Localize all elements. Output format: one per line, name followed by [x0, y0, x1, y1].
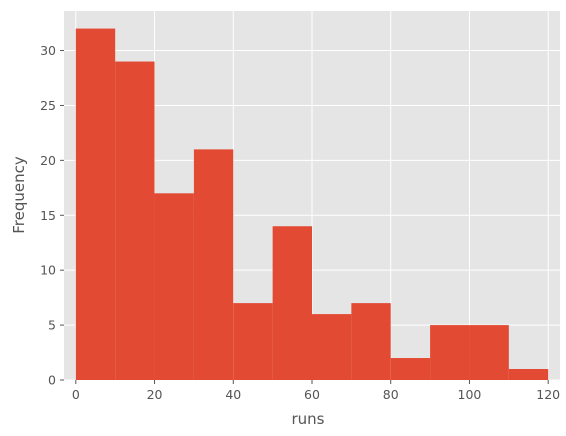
- x-tick-label: 100: [458, 387, 482, 402]
- y-tick-label: 30: [40, 43, 56, 58]
- histogram-bar: [154, 193, 194, 380]
- y-axis-ticks: 0 5 10 15 20 25 30: [40, 43, 64, 388]
- x-axis-label: runs: [292, 410, 325, 428]
- histogram-bar: [233, 303, 273, 380]
- y-tick-label: 20: [40, 153, 56, 168]
- y-tick-label: 15: [40, 208, 56, 223]
- histogram-bar: [272, 226, 312, 380]
- histogram-bar: [312, 314, 352, 380]
- histogram-bar: [508, 369, 549, 380]
- y-axis-label: Frequency: [10, 156, 28, 234]
- x-tick-label: 60: [304, 387, 320, 402]
- histogram-bar: [351, 303, 391, 380]
- x-tick-label: 20: [147, 387, 163, 402]
- histogram-bars: [75, 28, 549, 381]
- x-tick-label: 80: [383, 387, 399, 402]
- histogram-bar: [390, 358, 431, 380]
- y-tick-label: 0: [48, 373, 56, 388]
- y-tick-label: 25: [40, 98, 56, 113]
- x-tick-label: 0: [72, 387, 80, 402]
- histogram-bar: [469, 325, 509, 380]
- x-tick-label: 120: [536, 387, 560, 402]
- y-tick-label: 10: [40, 263, 56, 278]
- histogram-bar: [430, 325, 470, 380]
- y-tick-label: 5: [48, 318, 56, 333]
- histogram-bar: [193, 149, 234, 380]
- histogram-bar: [115, 61, 155, 381]
- x-axis-ticks: 0 20 40 60 80 100 120: [72, 380, 560, 402]
- x-tick-label: 40: [225, 387, 241, 402]
- histogram-bar: [75, 28, 116, 380]
